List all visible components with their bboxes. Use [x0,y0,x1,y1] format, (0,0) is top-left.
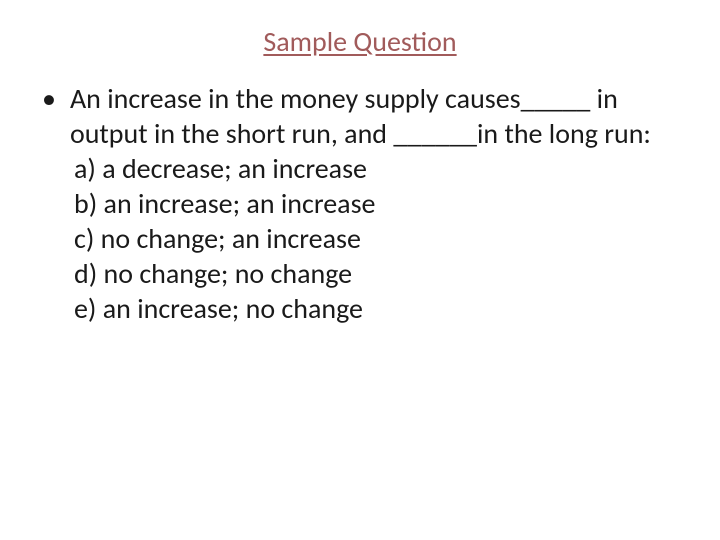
option-c: c) no change; an increase [74,221,684,256]
slide-body: • An increase in the money supply causes… [36,81,684,326]
options-list: a) a decrease; an increase b) an increas… [40,151,684,326]
slide: Sample Question • An increase in the mon… [0,0,720,540]
bullet-glyph: • [42,81,56,116]
option-a: a) a decrease; an increase [74,151,684,186]
bullet-item: • An increase in the money supply causes… [40,81,684,151]
option-b: b) an increase; an increase [74,186,684,221]
slide-title: Sample Question [156,24,564,59]
option-d: d) no change; no change [74,256,684,291]
option-e: e) an increase; no change [74,291,684,326]
question-stem: An increase in the money supply causes__… [70,81,684,151]
